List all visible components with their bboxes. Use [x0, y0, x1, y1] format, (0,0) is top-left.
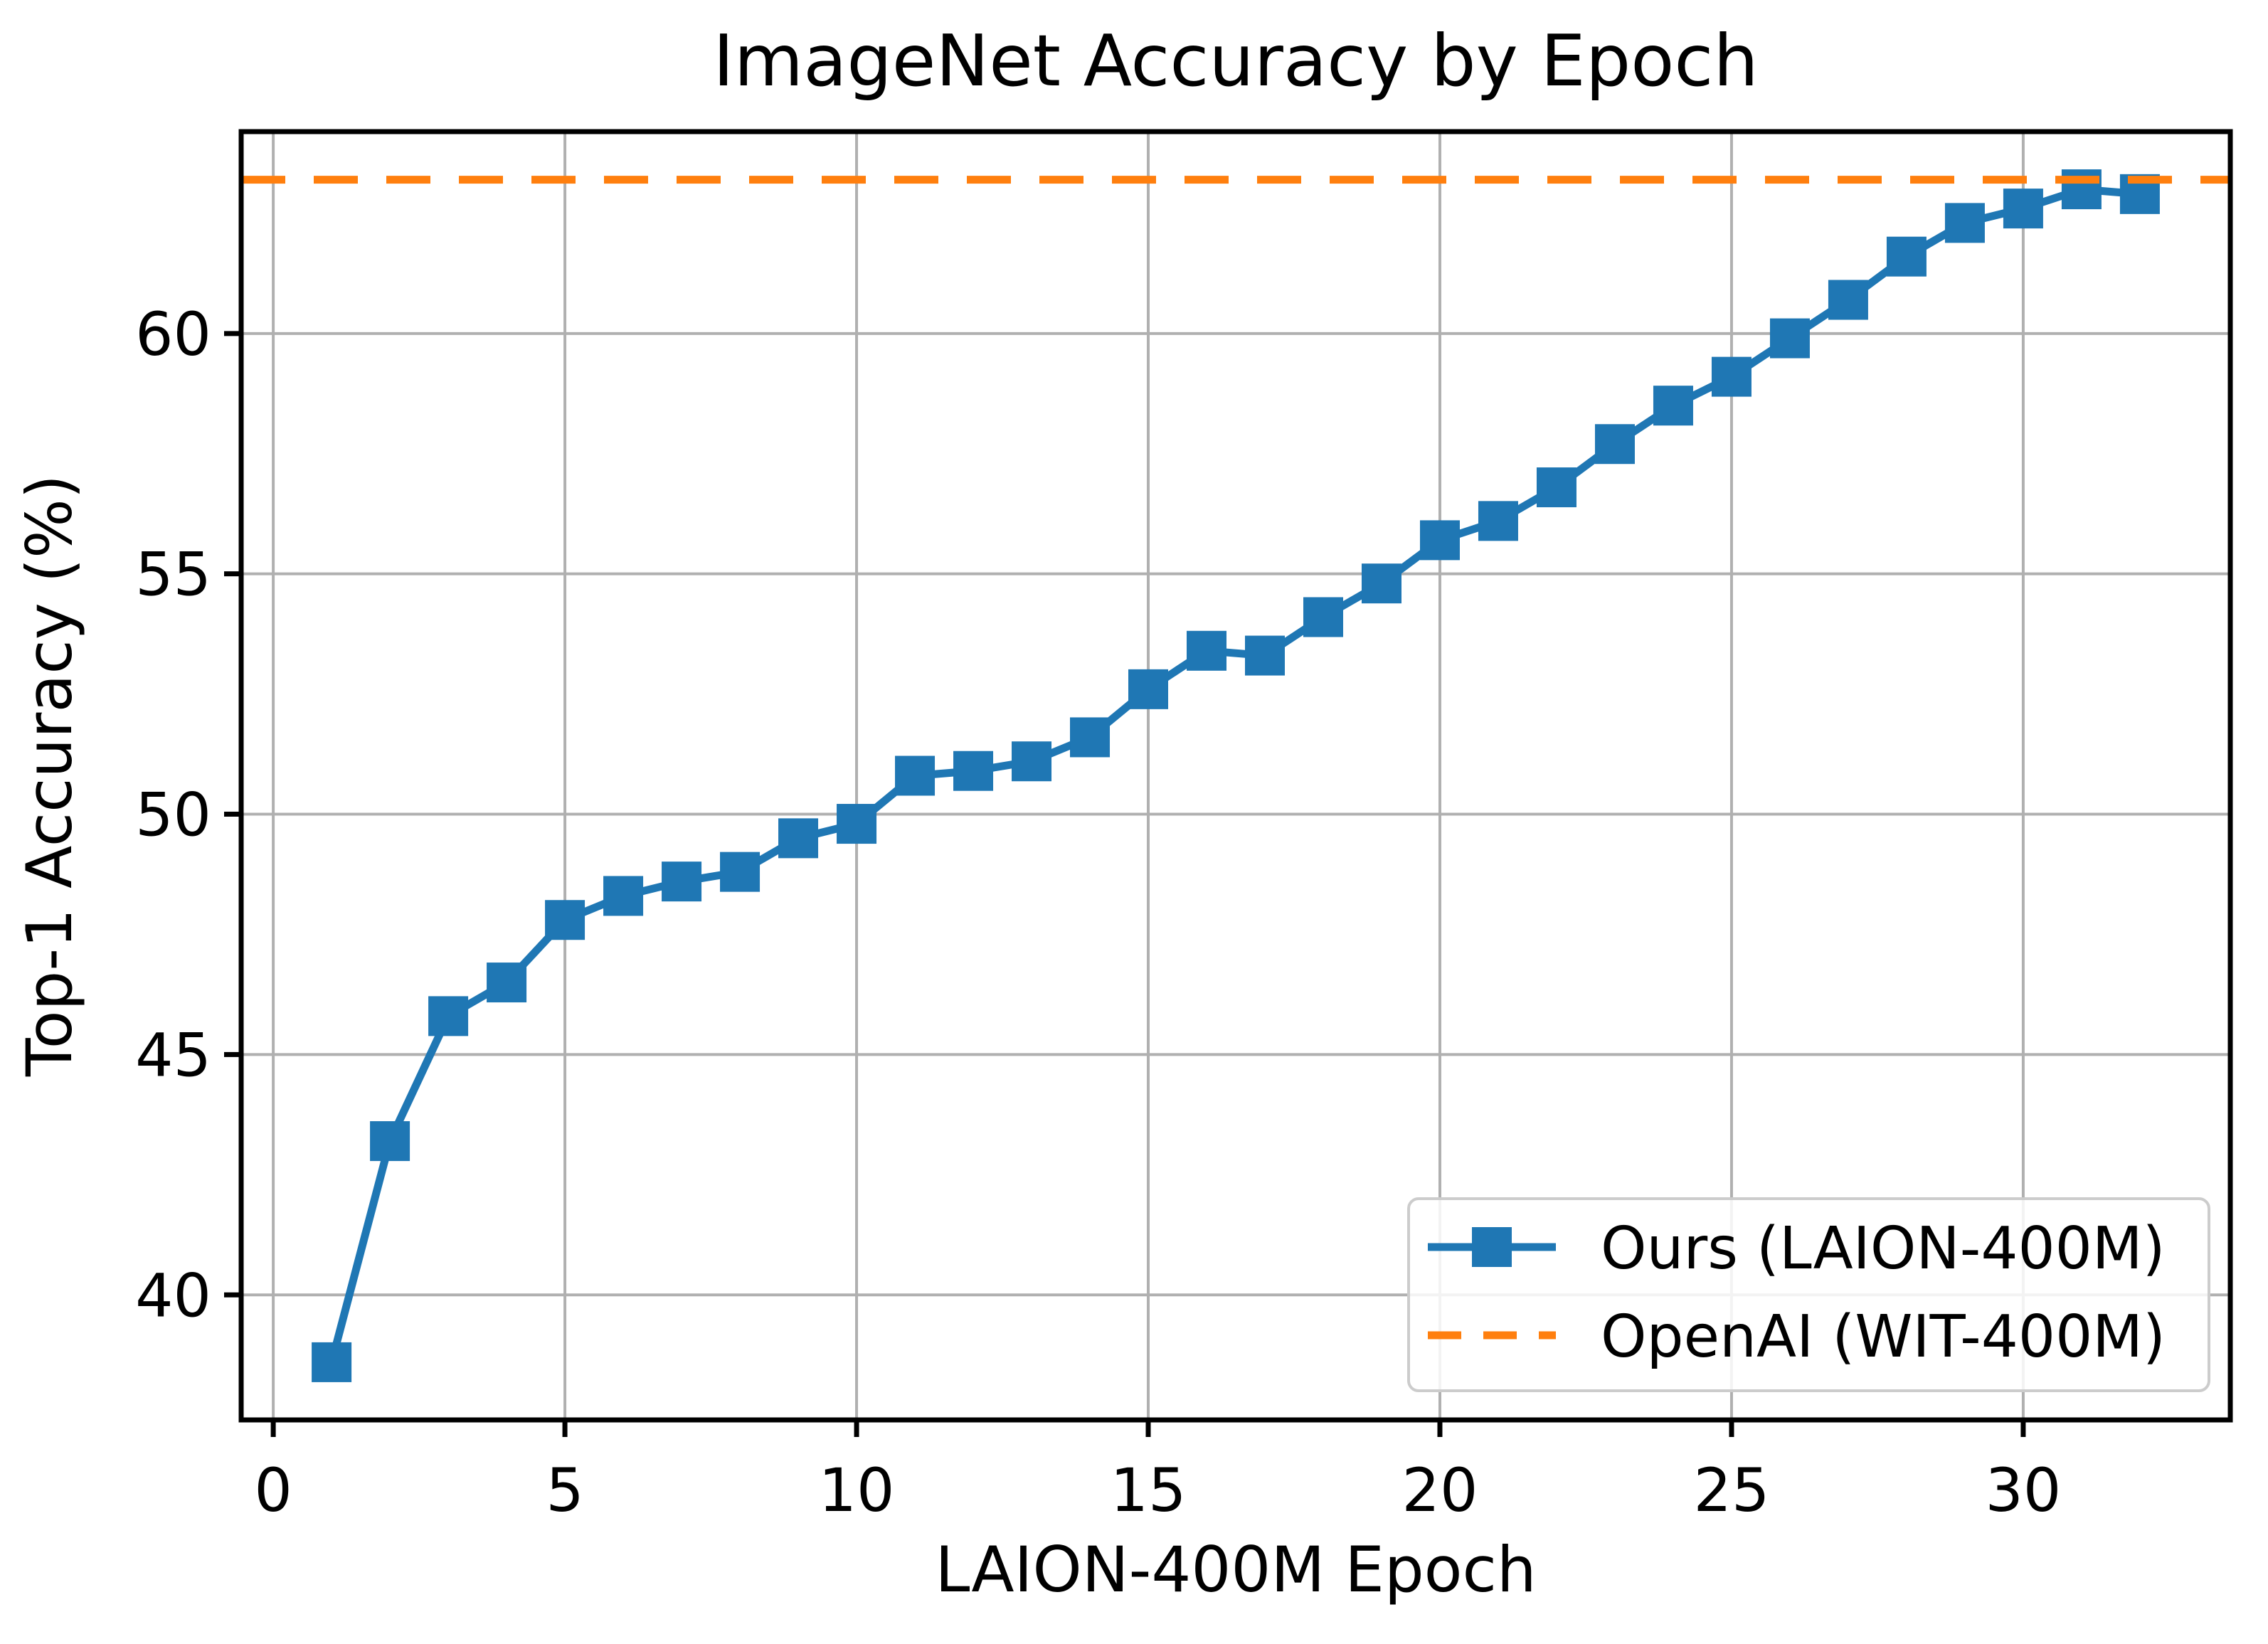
x-tick-label: 30 — [1985, 1455, 2061, 1525]
x-tick-labels: 0 5 10 15 20 25 30 — [254, 1455, 2061, 1525]
ours-data-point-marker — [428, 996, 469, 1036]
y-tick-label: 45 — [135, 1020, 211, 1090]
ours-data-point-marker — [895, 755, 936, 796]
ours-data-point-marker — [720, 852, 761, 892]
x-tick-label: 0 — [254, 1455, 292, 1525]
x-tick-label: 20 — [1402, 1455, 1478, 1525]
y-tick-labels: 40 45 50 55 60 — [135, 299, 211, 1330]
ours-data-point-marker — [1536, 467, 1577, 508]
legend-box — [1407, 1197, 2210, 1392]
ours-data-point-marker — [487, 962, 527, 1003]
ours-data-point-marker — [1944, 203, 1985, 243]
x-tick-label: 25 — [1694, 1455, 1770, 1525]
ours-data-point-marker — [2003, 189, 2043, 229]
ours-data-point-marker — [1361, 563, 1401, 604]
y-tick-label: 40 — [135, 1261, 211, 1330]
ours-data-point-marker — [1594, 424, 1635, 465]
legend: Ours (LAION-400M) OpenAI (WIT-400M) — [1407, 1197, 2210, 1392]
ours-data-point-marker — [1653, 386, 1693, 426]
axes-spines — [238, 129, 2233, 1423]
ours-data-point-marker — [1128, 669, 1169, 709]
legend-item-ours: Ours (LAION-400M) — [1428, 1215, 2166, 1283]
ours-data-point-marker — [1828, 280, 1868, 320]
ours-data-point-marker — [1478, 501, 1518, 541]
legend-item-openai: OpenAI (WIT-400M) — [1428, 1303, 2166, 1371]
legend-square-marker-icon — [1472, 1227, 1512, 1267]
x-tick-label: 5 — [546, 1455, 583, 1525]
ours-data-point-marker — [603, 876, 644, 916]
x-tick-label: 15 — [1111, 1455, 1187, 1525]
ours-data-point-marker — [1886, 236, 1927, 277]
ours-data-point-marker — [2061, 169, 2102, 210]
y-tick-label: 55 — [135, 540, 211, 610]
y-tick-label: 60 — [135, 299, 211, 369]
x-tick-label: 10 — [819, 1455, 895, 1525]
legend-label-openai: OpenAI (WIT-400M) — [1601, 1303, 2166, 1371]
gridlines — [241, 132, 2230, 1420]
ours-data-point-marker — [1303, 597, 1343, 637]
legend-label-ours: Ours (LAION-400M) — [1601, 1215, 2166, 1283]
ours-data-point-marker — [1711, 356, 1752, 397]
chart-title: ImageNet Accuracy by Epoch — [713, 19, 1758, 102]
ours-data-point-marker — [662, 861, 702, 902]
y-tick-label: 50 — [135, 780, 211, 850]
ours-data-point-marker — [1769, 318, 1810, 359]
ours-data-point-marker — [1187, 630, 1227, 671]
series-ours-line — [312, 169, 2160, 1382]
ours-data-point-marker — [1244, 635, 1285, 676]
ours-data-point-marker — [1012, 741, 1052, 782]
ours-data-point-marker — [312, 1342, 352, 1382]
ours-data-point-marker — [953, 751, 994, 791]
ours-data-point-marker — [545, 900, 585, 940]
ours-data-point-marker — [778, 818, 819, 859]
ours-data-point-marker — [1070, 717, 1111, 758]
ours-data-point-marker — [1419, 520, 1460, 561]
ours-data-point-marker — [837, 804, 877, 844]
ours-data-point-marker — [370, 1121, 410, 1162]
tick-marks — [224, 331, 2026, 1437]
x-axis-label: LAION-400M Epoch — [935, 1533, 1536, 1606]
y-axis-label: Top-1 Accuracy (%) — [13, 474, 86, 1077]
